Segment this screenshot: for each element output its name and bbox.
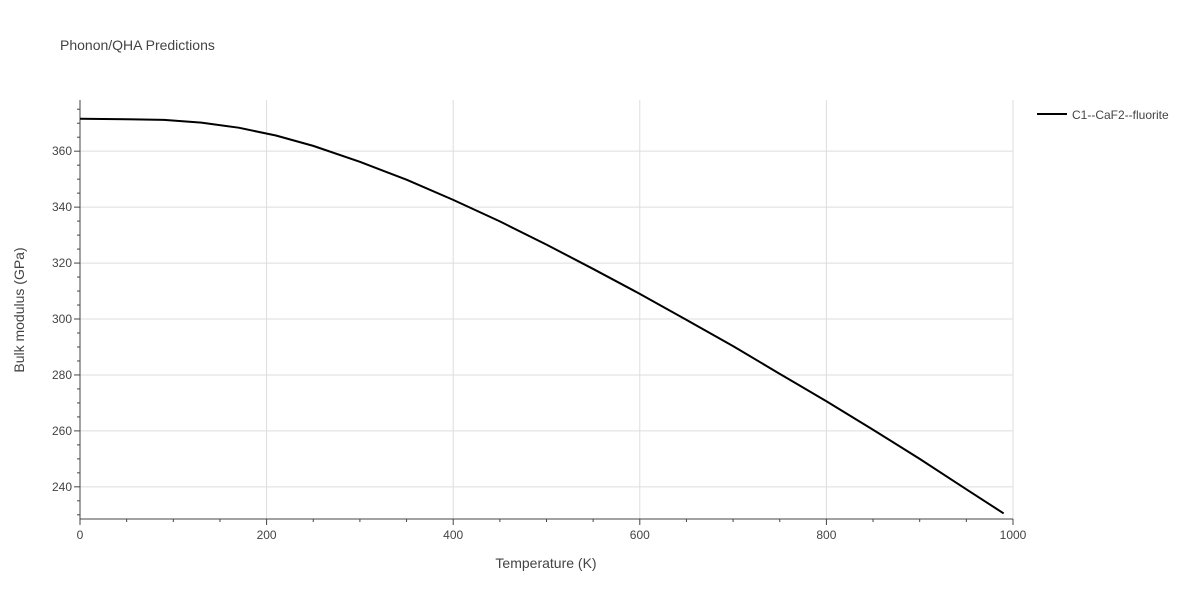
chart-title: Phonon/QHA Predictions	[60, 37, 215, 53]
grid	[80, 100, 1014, 519]
x-tick-label: 600	[630, 528, 650, 542]
y-tick-label: 320	[52, 256, 72, 270]
axes: 0 200 400 600 800 1000 240 260 280 300 320 340 360	[52, 100, 1027, 542]
x-tick-label: 1000	[1000, 528, 1027, 542]
y-tick-label: 240	[52, 480, 72, 494]
series-layer	[79, 117, 1005, 515]
series-line	[79, 117, 1005, 515]
x-tick-label: 0	[77, 528, 84, 542]
y-tick-label: 280	[52, 368, 72, 382]
y-axis-title: Bulk modulus (GPa)	[11, 247, 27, 372]
x-tick-label: 400	[443, 528, 463, 542]
y-tick-label: 360	[52, 144, 72, 158]
legend[interactable]: C1--CaF2--fluorite	[1037, 108, 1169, 122]
y-tick-label: 340	[52, 200, 72, 214]
x-tick-label: 800	[816, 528, 836, 542]
legend-label: C1--CaF2--fluorite	[1072, 108, 1169, 122]
y-tick-label: 260	[52, 424, 72, 438]
y-tick-label: 300	[52, 312, 72, 326]
x-tick-label: 200	[257, 528, 277, 542]
x-axis-title: Temperature (K)	[495, 555, 596, 571]
